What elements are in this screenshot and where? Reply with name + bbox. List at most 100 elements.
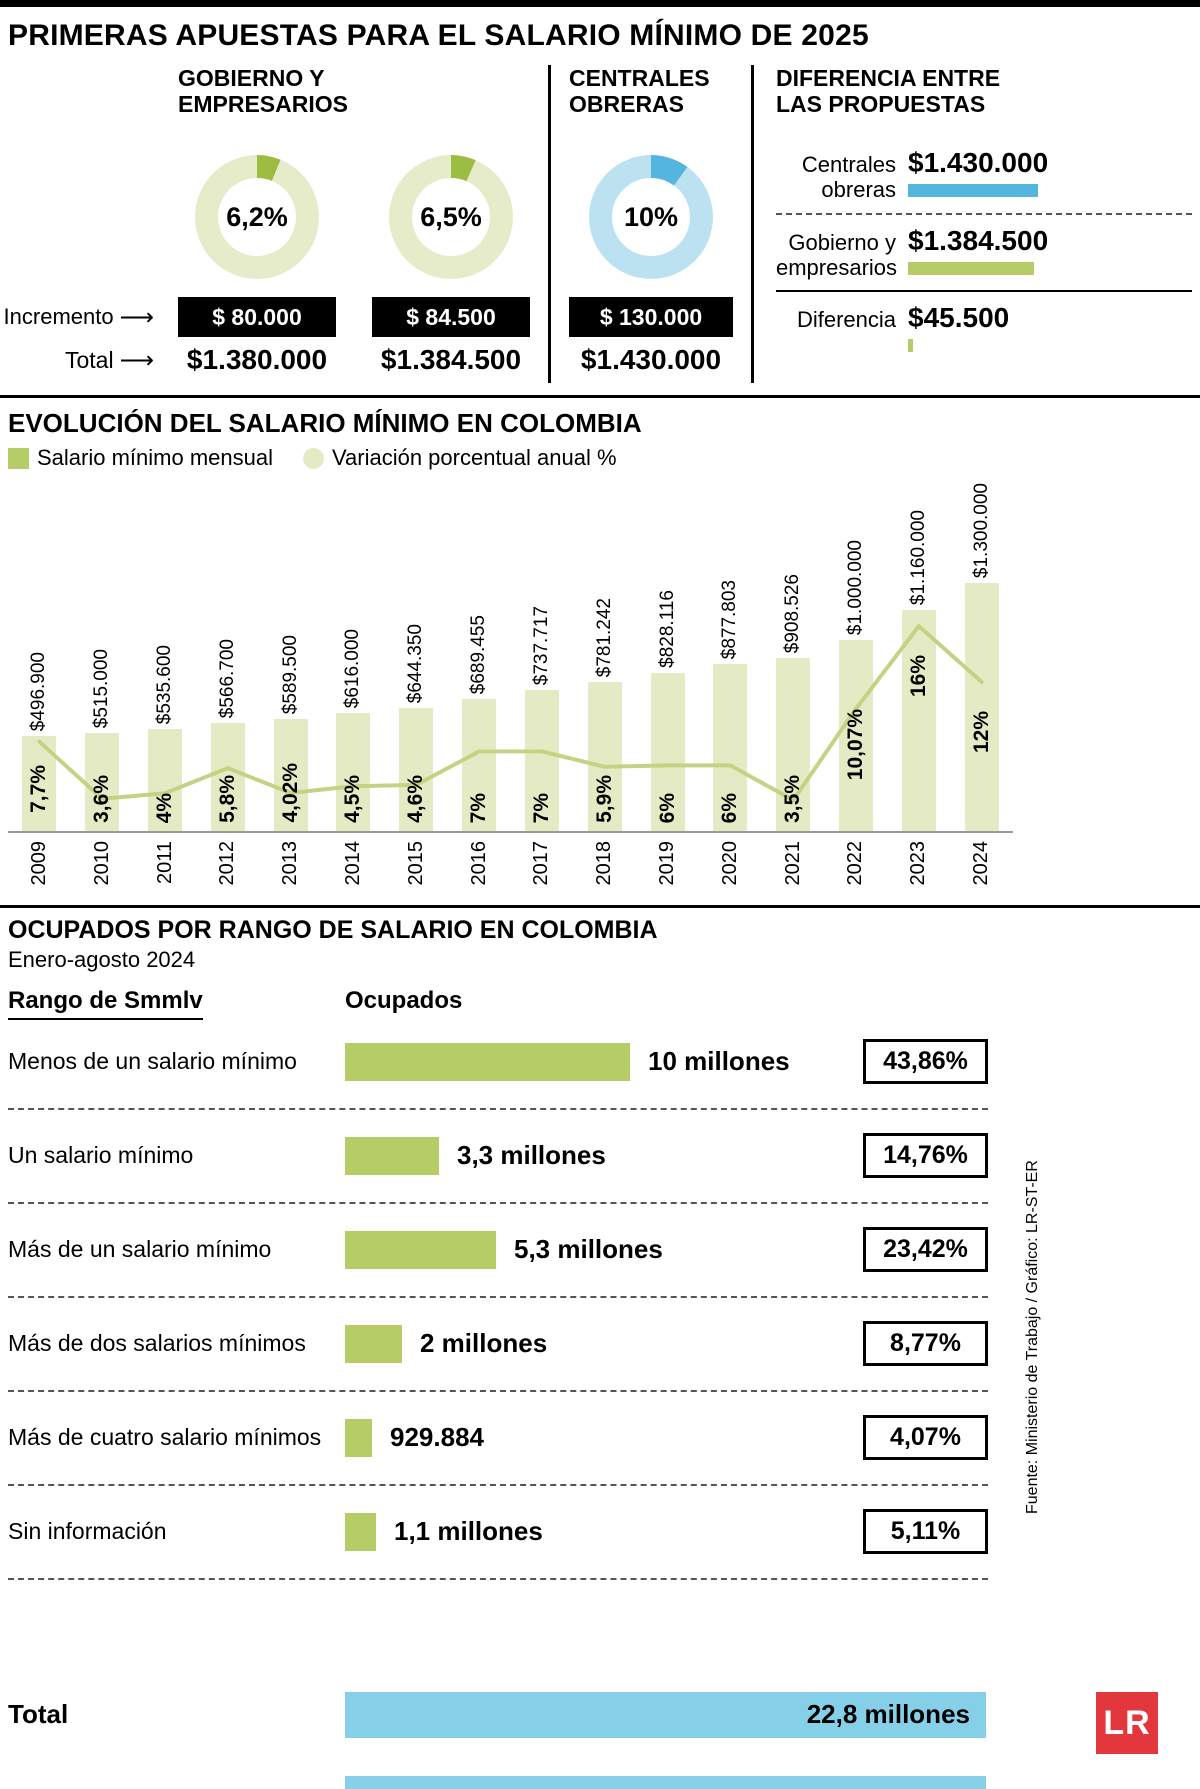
range-bar [345,1324,402,1363]
range-bar [345,1230,496,1269]
range-label: Más de cuatro salario mínimos [8,1424,322,1450]
group-header: CENTRALES OBRERAS [569,65,710,118]
dashed-separator [776,212,1192,215]
variation-pct-label: 7% [467,792,491,823]
range-row: Más de cuatro salario mínimos 929.884 4,07… [8,1401,988,1475]
difference-bar-blue [908,184,1038,197]
proposal-column-62: 6,2% $ 80.000 $1.380.000 [160,145,354,383]
increment-row-label: Incremento ⟶ [4,297,160,337]
range-label: Más de dos salarios mínimos [8,1330,306,1356]
difference-row-label: Gobierno y empresarios [776,229,898,280]
difference-row-diff: Diferencia $45.500 [776,302,1192,353]
range-pct-box: 4,07% [863,1415,988,1460]
evo-column: $535.600 4% [134,473,197,831]
difference-row-label: Diferencia [796,307,896,333]
variation-pct-label: 6% [718,792,742,823]
chart-legend: Salario mínimo mensual Variación porcent… [0,441,1200,473]
salary-value-label: $1.300.000 [970,482,992,578]
range-pct-box: 8,77% [863,1321,988,1366]
variation-pct-label: 7% [529,792,553,823]
range-label: Sin información [8,1518,167,1544]
range-row: Más de dos salarios mínimos 2 millones 8,7… [8,1307,988,1381]
range-value: 5,3 millones [514,1234,663,1264]
range-value: 10 millones [648,1046,790,1076]
dashed-separator [8,1389,988,1392]
range-label: Menos de un salario mínimo [8,1048,297,1074]
evo-column: $496.900 7,7% [8,473,71,831]
variation-pct-label: 4,6% [404,775,428,823]
ranges-title: OCUPADOS POR RANGO DE SALARIO EN COLOMBI… [8,915,658,944]
right-arrow-icon: ⟶ [119,303,154,331]
donut-chart-6-2: 6,2% [195,155,319,279]
year-label: 2023 [907,841,930,886]
difference-header: DIFERENCIA ENTRE LAS PROPUESTAS [776,65,1001,118]
evo-column: $589.500 4,02% [259,473,322,831]
donut-chart-6-5: 6,5% [389,155,513,279]
salary-value-label: $908.526 [782,573,804,653]
total-label: Total [8,1699,69,1729]
range-value: 929.884 [390,1422,484,1452]
variation-pct-label: 10,07% [843,708,867,781]
total-amount: $1.430.000 [580,344,722,375]
evo-column: $828.116 6% [636,473,699,831]
increment-amount-box: $ 80.000 [178,297,336,337]
donut-row: 6,2% $ 80.000 $1.380.000 6,5% $ 84.500 $… [160,145,548,383]
right-arrow-icon: ⟶ [119,346,154,374]
variation-pct-label: 7,7% [27,765,51,814]
group-government-business: GOBIERNO Y EMPRESARIOS 6,2% $ 80.000 $1.… [160,65,548,383]
variation-pct-label: 3,5% [781,775,805,823]
range-pct-box: 5,11% [863,1509,988,1554]
evo-column: $877.803 6% [699,473,762,831]
evo-column: $1.000.000 10,07% [825,473,888,831]
year-label: 2017 [530,841,553,886]
range-bar [345,1136,439,1175]
range-pct-box: 14,76% [863,1133,988,1178]
range-label: Un salario mínimo [8,1142,194,1168]
year-label: 2012 [216,841,239,886]
cropped-bottom-bar [345,1776,986,1789]
evo-column: $1.300.000 12% [950,473,1013,831]
range-bar [345,1512,376,1551]
vertical-divider [548,65,551,383]
col-header-rango: Rango de Smmlv [8,986,203,1020]
x-axis-years: 2009 2010 2011 2012 2013 2014 2015 2016 2017 2018… [8,833,1013,891]
variation-pct-label: 4,02% [278,763,302,823]
range-bar [345,1042,630,1081]
salary-value-label: $877.803 [719,579,741,659]
dashed-separator [8,1295,988,1298]
range-pct-box: 43,86% [863,1039,988,1084]
legend-label-salary: Salario mínimo mensual [37,445,273,470]
col-header-ocupados: Ocupados [345,986,463,1014]
salary-value-label: $828.116 [656,590,678,668]
variation-pct-label: 3,6% [90,775,114,823]
range-rows: Menos de un salario mínimo 10 millones 43,… [8,1025,988,1580]
difference-row-value: $45.500 [908,302,1010,334]
range-value: 3,3 millones [457,1140,606,1170]
ranges-subtitle: Enero-agosto 2024 [8,946,196,972]
vertical-divider [751,65,754,383]
evolution-chart: $496.900 7,7% $515.000 3,6% $535.600 4% $566.7… [8,473,1013,891]
dashed-separator [8,1201,988,1204]
group-unions: CENTRALES OBRERAS 10% $ 130.000 $1.430.0… [551,65,751,383]
salary-value-label: $781.242 [593,597,615,677]
difference-row-value: $1.384.500 [908,224,1049,256]
donut-center-label: 10% [612,178,690,256]
salary-value-label: $689.455 [468,614,490,694]
donut-chart-10: 10% [589,155,713,279]
evo-column: $566.700 5,8% [196,473,259,831]
variation-pct-label: 5,8% [215,775,239,823]
evo-column: $737.717 7% [511,473,574,831]
year-label: 2011 [153,841,176,885]
difference-row-value: $1.430.000 [908,147,1049,178]
page-title: PRIMERAS APUESTAS PARA EL SALARIO MÍNIMO… [8,19,869,52]
donut-center-label: 6,2% [218,178,296,256]
range-row: Menos de un salario mínimo 10 millones 43,… [8,1025,988,1099]
proposals-section: Incremento ⟶ Total ⟶ GOBIERNO Y EMPRESAR… [0,65,1200,383]
variation-pct-label: 4% [153,792,177,823]
difference-row-government: Gobierno y empresarios $1.384.500 [776,225,1192,281]
salary-value-label: $616.000 [342,628,364,708]
group-header: GOBIERNO Y EMPRESARIOS [178,65,348,118]
evolution-section: EVOLUCIÓN DEL SALARIO MÍNIMO EN COLOMBIA… [0,395,1200,891]
year-label: 2019 [656,841,679,886]
